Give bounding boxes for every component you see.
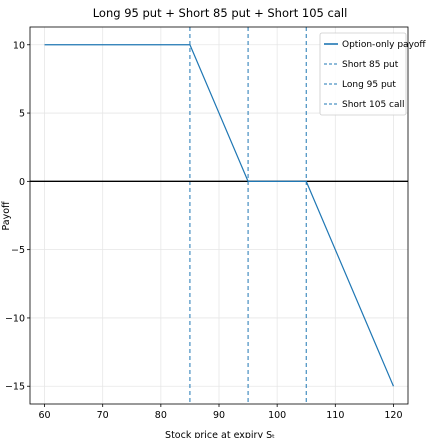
- y-axis-label: Payoff: [1, 201, 12, 231]
- y-tick-label: −15: [5, 382, 25, 393]
- y-axis-ticks: −15 −10 −5 0 5 10: [5, 40, 30, 393]
- legend: Option-only payoff Short 85 put Long 95 pu…: [319, 32, 426, 116]
- legend-label: Long 95 put: [342, 80, 396, 90]
- series-line-option-only-payoff: [44, 44, 395, 387]
- y-tick-label: −10: [5, 313, 25, 324]
- y-tick-label: 0: [19, 177, 25, 188]
- chart-title: Long 95 put + Short 85 put + Short 105 c…: [93, 6, 348, 20]
- x-axis-label: Stock price at expiry Sₜ: [165, 430, 275, 438]
- y-tick-label: −5: [11, 245, 25, 256]
- y-tick-label: 10: [13, 40, 25, 51]
- x-tick-label: 110: [326, 410, 344, 421]
- legend-label: Option-only payoff: [342, 40, 426, 50]
- x-tick-label: 80: [155, 410, 167, 421]
- x-tick-label: 60: [38, 410, 50, 421]
- y-tick-label: 5: [19, 109, 25, 120]
- legend-label: Short 85 put: [342, 60, 399, 70]
- x-axis-ticks: 60 70 80 90 100 110 120: [38, 404, 403, 421]
- x-tick-label: 120: [384, 410, 402, 421]
- series-lines: [44, 44, 395, 387]
- strike-lines: [189, 27, 307, 404]
- x-tick-label: 100: [268, 410, 286, 421]
- x-tick-label: 70: [97, 410, 109, 421]
- x-tick-label: 90: [213, 410, 225, 421]
- legend-box: [319, 32, 407, 116]
- legend-label: Short 105 call: [342, 100, 405, 110]
